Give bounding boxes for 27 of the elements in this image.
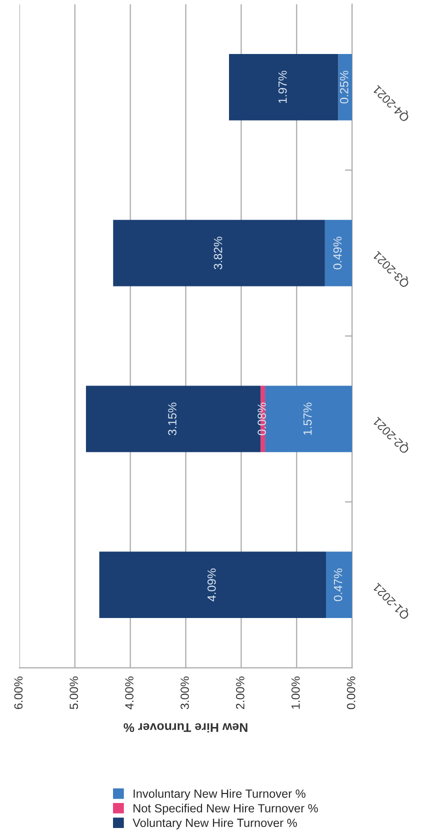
x-tick-label: 0.00% <box>346 676 356 710</box>
legend-label: Not Specified New Hire Turnover % <box>134 804 318 815</box>
data-label: 0.25% <box>340 70 348 104</box>
bar <box>324 220 352 286</box>
x-tick-label: 1.00% <box>291 676 300 709</box>
x-tick-label: 4.00% <box>125 676 134 710</box>
data-label: 1.97% <box>278 70 287 103</box>
legend-label: Involuntary New Hire Turnover % <box>134 789 306 800</box>
x-tick-label: 2.00% <box>236 676 244 710</box>
x-tick-label: 5.00% <box>70 676 78 710</box>
data-label: 0.47% <box>334 568 342 602</box>
legend-label: Voluntary New Hire Turnover % <box>132 818 297 830</box>
bar <box>338 54 352 120</box>
data-label: 1.57% <box>303 402 312 435</box>
data-label: 0.49% <box>333 236 342 270</box>
x-tick-label: 6.00% <box>14 676 23 710</box>
bar <box>113 220 325 286</box>
bar <box>229 54 338 120</box>
data-label: 0.08% <box>258 402 266 436</box>
x-axis-title: New Hire Turnover % <box>124 723 248 732</box>
data-label: 3.82% <box>214 236 222 270</box>
data-label: 4.09% <box>207 568 216 602</box>
bar <box>99 552 326 618</box>
x-tick-label: 3.00% <box>180 676 189 710</box>
data-label: 3.15% <box>168 402 176 436</box>
bar <box>326 552 352 618</box>
bar <box>265 386 352 452</box>
